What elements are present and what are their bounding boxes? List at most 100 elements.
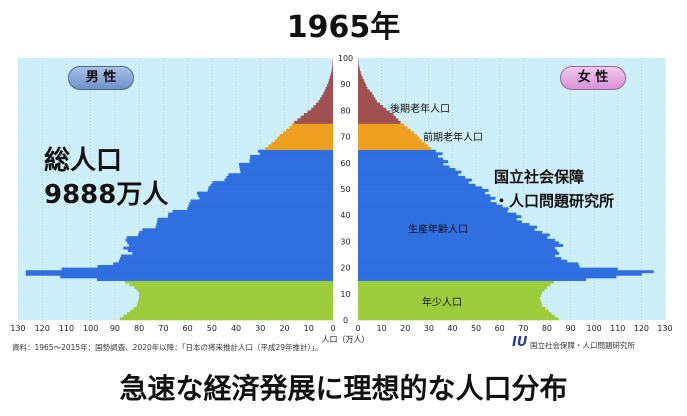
female-bar-age-57 — [358, 168, 456, 171]
female-bar-age-73 — [358, 126, 408, 130]
male-bar-age-38 — [157, 217, 333, 221]
female-bar-age-23 — [358, 257, 562, 261]
male-x-tick-label: 50 — [207, 324, 217, 333]
male-x-tick-label: 20 — [279, 324, 289, 333]
female-bar-age-83 — [358, 99, 377, 103]
female-bar-age-5 — [358, 304, 543, 308]
female-bar-age-17 — [358, 272, 642, 276]
female-bar-age-92 — [358, 76, 363, 80]
male-bar-age-65 — [265, 147, 333, 150]
male-bar-age-73 — [289, 126, 333, 130]
male-bar-age-74 — [291, 123, 333, 127]
male-bar-age-28 — [128, 244, 333, 247]
female-bar-age-79 — [358, 110, 390, 114]
female-bar-age-14 — [358, 280, 555, 284]
male-bar-age-53 — [224, 178, 333, 182]
male-bar-age-7 — [138, 299, 333, 302]
age-group-label-1: 生産年齢人口 — [408, 222, 468, 235]
male-bar-age-48 — [196, 191, 333, 195]
male-bar-age-32 — [138, 233, 333, 237]
male-x-tick-label: 40 — [231, 324, 241, 333]
age-tick-label: 40 — [340, 211, 350, 220]
male-bar-age-79 — [307, 110, 333, 114]
age-tick-label: 70 — [340, 133, 350, 142]
male-bar-age-96 — [332, 65, 333, 69]
male-bar-age-68 — [274, 139, 333, 143]
male-bar-age-44 — [189, 202, 333, 206]
male-bar-age-41 — [172, 209, 333, 213]
institute-credit: 国立社会保障・人口問題研究所 — [530, 341, 635, 350]
caption: 急速な経済発展に理想的な人口分布 — [119, 372, 568, 405]
female-bar-age-29 — [358, 241, 559, 245]
male-bar-age-59 — [238, 162, 333, 166]
female-bar-age-85 — [358, 94, 374, 98]
male-bar-age-92 — [329, 76, 333, 80]
female-bar-age-76 — [358, 118, 399, 122]
male-bar-age-64 — [257, 149, 333, 153]
male-bar-age-49 — [207, 189, 333, 192]
female-bar-age-96 — [358, 65, 360, 69]
age-tick-label: 0 — [343, 316, 348, 325]
female-x-tick-label: 110 — [610, 324, 625, 333]
female-bar-age-80 — [358, 107, 387, 111]
male-bar-age-50 — [208, 186, 333, 190]
x-axis-label: 人口（万人） — [322, 335, 370, 344]
male-bar-age-47 — [198, 194, 333, 198]
female-bar-age-27 — [358, 246, 556, 250]
female-bar-age-25 — [358, 251, 560, 255]
male-bar-age-10 — [139, 291, 333, 295]
female-bar-age-49 — [358, 189, 489, 192]
female-bar-age-39 — [358, 215, 522, 219]
female-bar-age-56 — [358, 170, 462, 174]
female-bar-age-7 — [358, 299, 541, 302]
male-bar-age-33 — [139, 230, 333, 234]
female-bar-age-54 — [358, 175, 466, 179]
male-bar-age-58 — [239, 165, 333, 169]
female-bar-age-22 — [358, 259, 568, 263]
female-x-tick-label: 10 — [377, 324, 387, 333]
female-bar-age-36 — [358, 223, 530, 226]
age-tick-label: 20 — [340, 264, 350, 273]
female-x-tick-label: 130 — [657, 324, 672, 333]
female-bar-age-86 — [358, 92, 373, 95]
male-bar-age-83 — [318, 99, 333, 103]
male-x-tick-label: 70 — [158, 324, 168, 333]
female-bar-age-91 — [358, 78, 364, 82]
female-bar-age-65 — [358, 147, 432, 150]
male-bar-age-85 — [321, 94, 333, 98]
male-bar-age-80 — [311, 107, 333, 111]
age-tick-label: 50 — [340, 185, 350, 194]
male-bar-age-23 — [119, 257, 333, 261]
female-bar-age-44 — [358, 202, 497, 206]
age-tick-label: 60 — [340, 159, 350, 168]
male-bar-age-9 — [139, 293, 333, 297]
female-bar-age-30 — [358, 238, 555, 242]
page-title: 1965年 — [286, 10, 401, 45]
male-x-tick-label: 110 — [59, 324, 74, 333]
male-bar-age-12 — [134, 285, 333, 289]
male-bar-age-91 — [328, 78, 333, 82]
female-bar-age-33 — [358, 230, 543, 234]
female-bar-age-21 — [358, 262, 579, 266]
total-population-label: 総人口 — [44, 146, 123, 176]
female-bar-age-6 — [358, 301, 542, 305]
female-bar-age-48 — [358, 191, 486, 195]
male-bar-age-5 — [136, 304, 333, 308]
male-bar-age-26 — [127, 249, 333, 253]
female-bar-age-78 — [358, 113, 394, 116]
male-bar-age-72 — [286, 128, 333, 132]
female-bar-age-87 — [358, 89, 370, 93]
female-bar-age-75 — [358, 120, 401, 124]
male-bar-age-82 — [316, 102, 333, 106]
male-bar-age-93 — [330, 73, 333, 77]
male-bar-age-15 — [96, 278, 333, 281]
male-x-tick-label: 0 — [330, 324, 335, 333]
female-bar-age-70 — [358, 133, 418, 137]
male-bar-age-19 — [61, 267, 333, 271]
female-bar-age-40 — [358, 212, 517, 216]
male-x-tick-label: 30 — [255, 324, 265, 333]
female-bar-age-50 — [358, 186, 483, 190]
female-bar-age-53 — [358, 178, 472, 182]
male-bar-age-67 — [271, 141, 333, 145]
